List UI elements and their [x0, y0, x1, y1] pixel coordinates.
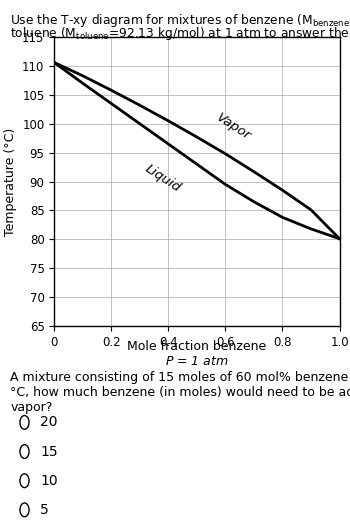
Text: °C, how much benzene (in moles) would need to be added to make the mixture all: °C, how much benzene (in moles) would ne… [10, 386, 350, 399]
Text: 20: 20 [40, 416, 58, 429]
Y-axis label: Temperature (°C): Temperature (°C) [4, 127, 16, 236]
Text: Liquid: Liquid [142, 162, 183, 195]
Text: Mole fraction benzene: Mole fraction benzene [127, 340, 266, 354]
Text: $P$ = 1 atm: $P$ = 1 atm [165, 355, 229, 368]
Text: 5: 5 [40, 503, 49, 517]
Text: A mixture consisting of 15 moles of 60 mol% benzene and 40 mol% toluene at 90: A mixture consisting of 15 moles of 60 m… [10, 371, 350, 384]
Text: 10: 10 [40, 474, 58, 488]
Text: vapor?: vapor? [10, 401, 53, 414]
Text: 15: 15 [40, 445, 58, 458]
Text: Use the T-xy diagram for mixtures of benzene (M$_{\mathregular{benzene}}$=78.11 : Use the T-xy diagram for mixtures of ben… [10, 12, 350, 29]
Text: toluene (M$_{\mathregular{toluene}}$=92.13 kg/mol) at 1 atm to answer the follow: toluene (M$_{\mathregular{toluene}}$=92.… [10, 25, 350, 42]
Text: Vapor: Vapor [214, 111, 254, 143]
